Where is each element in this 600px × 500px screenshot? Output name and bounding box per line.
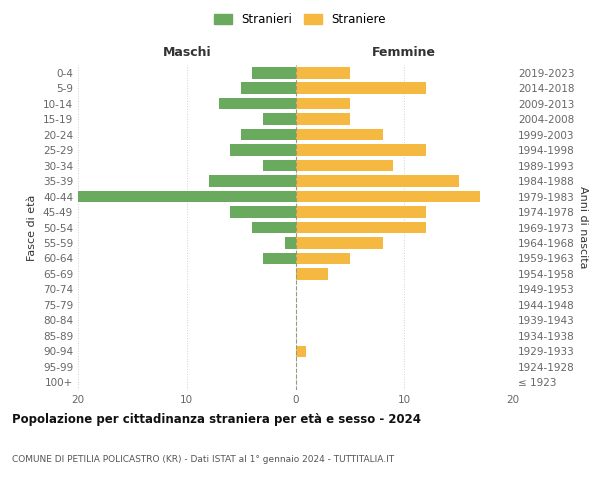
Bar: [209, 176, 296, 187]
Bar: [296, 268, 328, 280]
Bar: [220, 98, 296, 110]
Bar: [296, 67, 350, 78]
Bar: [296, 190, 481, 202]
Text: Femmine: Femmine: [372, 46, 436, 59]
Legend: Stranieri, Straniere: Stranieri, Straniere: [209, 8, 391, 31]
Bar: [296, 206, 426, 218]
Bar: [296, 144, 426, 156]
Bar: [263, 252, 296, 264]
Bar: [296, 160, 394, 172]
Bar: [263, 160, 296, 172]
Bar: [296, 114, 350, 125]
Bar: [296, 129, 383, 140]
Bar: [252, 67, 296, 78]
Bar: [230, 144, 296, 156]
Text: COMUNE DI PETILIA POLICASTRO (KR) - Dati ISTAT al 1° gennaio 2024 - TUTTITALIA.I: COMUNE DI PETILIA POLICASTRO (KR) - Dati…: [12, 455, 394, 464]
Bar: [296, 252, 350, 264]
Bar: [284, 237, 296, 249]
Bar: [241, 129, 296, 140]
Bar: [252, 222, 296, 234]
Bar: [296, 82, 426, 94]
Text: Maschi: Maschi: [163, 46, 211, 59]
Y-axis label: Fasce di età: Fasce di età: [28, 194, 37, 260]
Bar: [296, 222, 426, 234]
Bar: [241, 82, 296, 94]
Y-axis label: Anni di nascita: Anni di nascita: [578, 186, 589, 269]
Bar: [296, 237, 383, 249]
Text: Popolazione per cittadinanza straniera per età e sesso - 2024: Popolazione per cittadinanza straniera p…: [12, 412, 421, 426]
Bar: [230, 206, 296, 218]
Bar: [263, 114, 296, 125]
Bar: [296, 346, 307, 357]
Bar: [296, 176, 458, 187]
Bar: [296, 98, 350, 110]
Bar: [78, 190, 296, 202]
